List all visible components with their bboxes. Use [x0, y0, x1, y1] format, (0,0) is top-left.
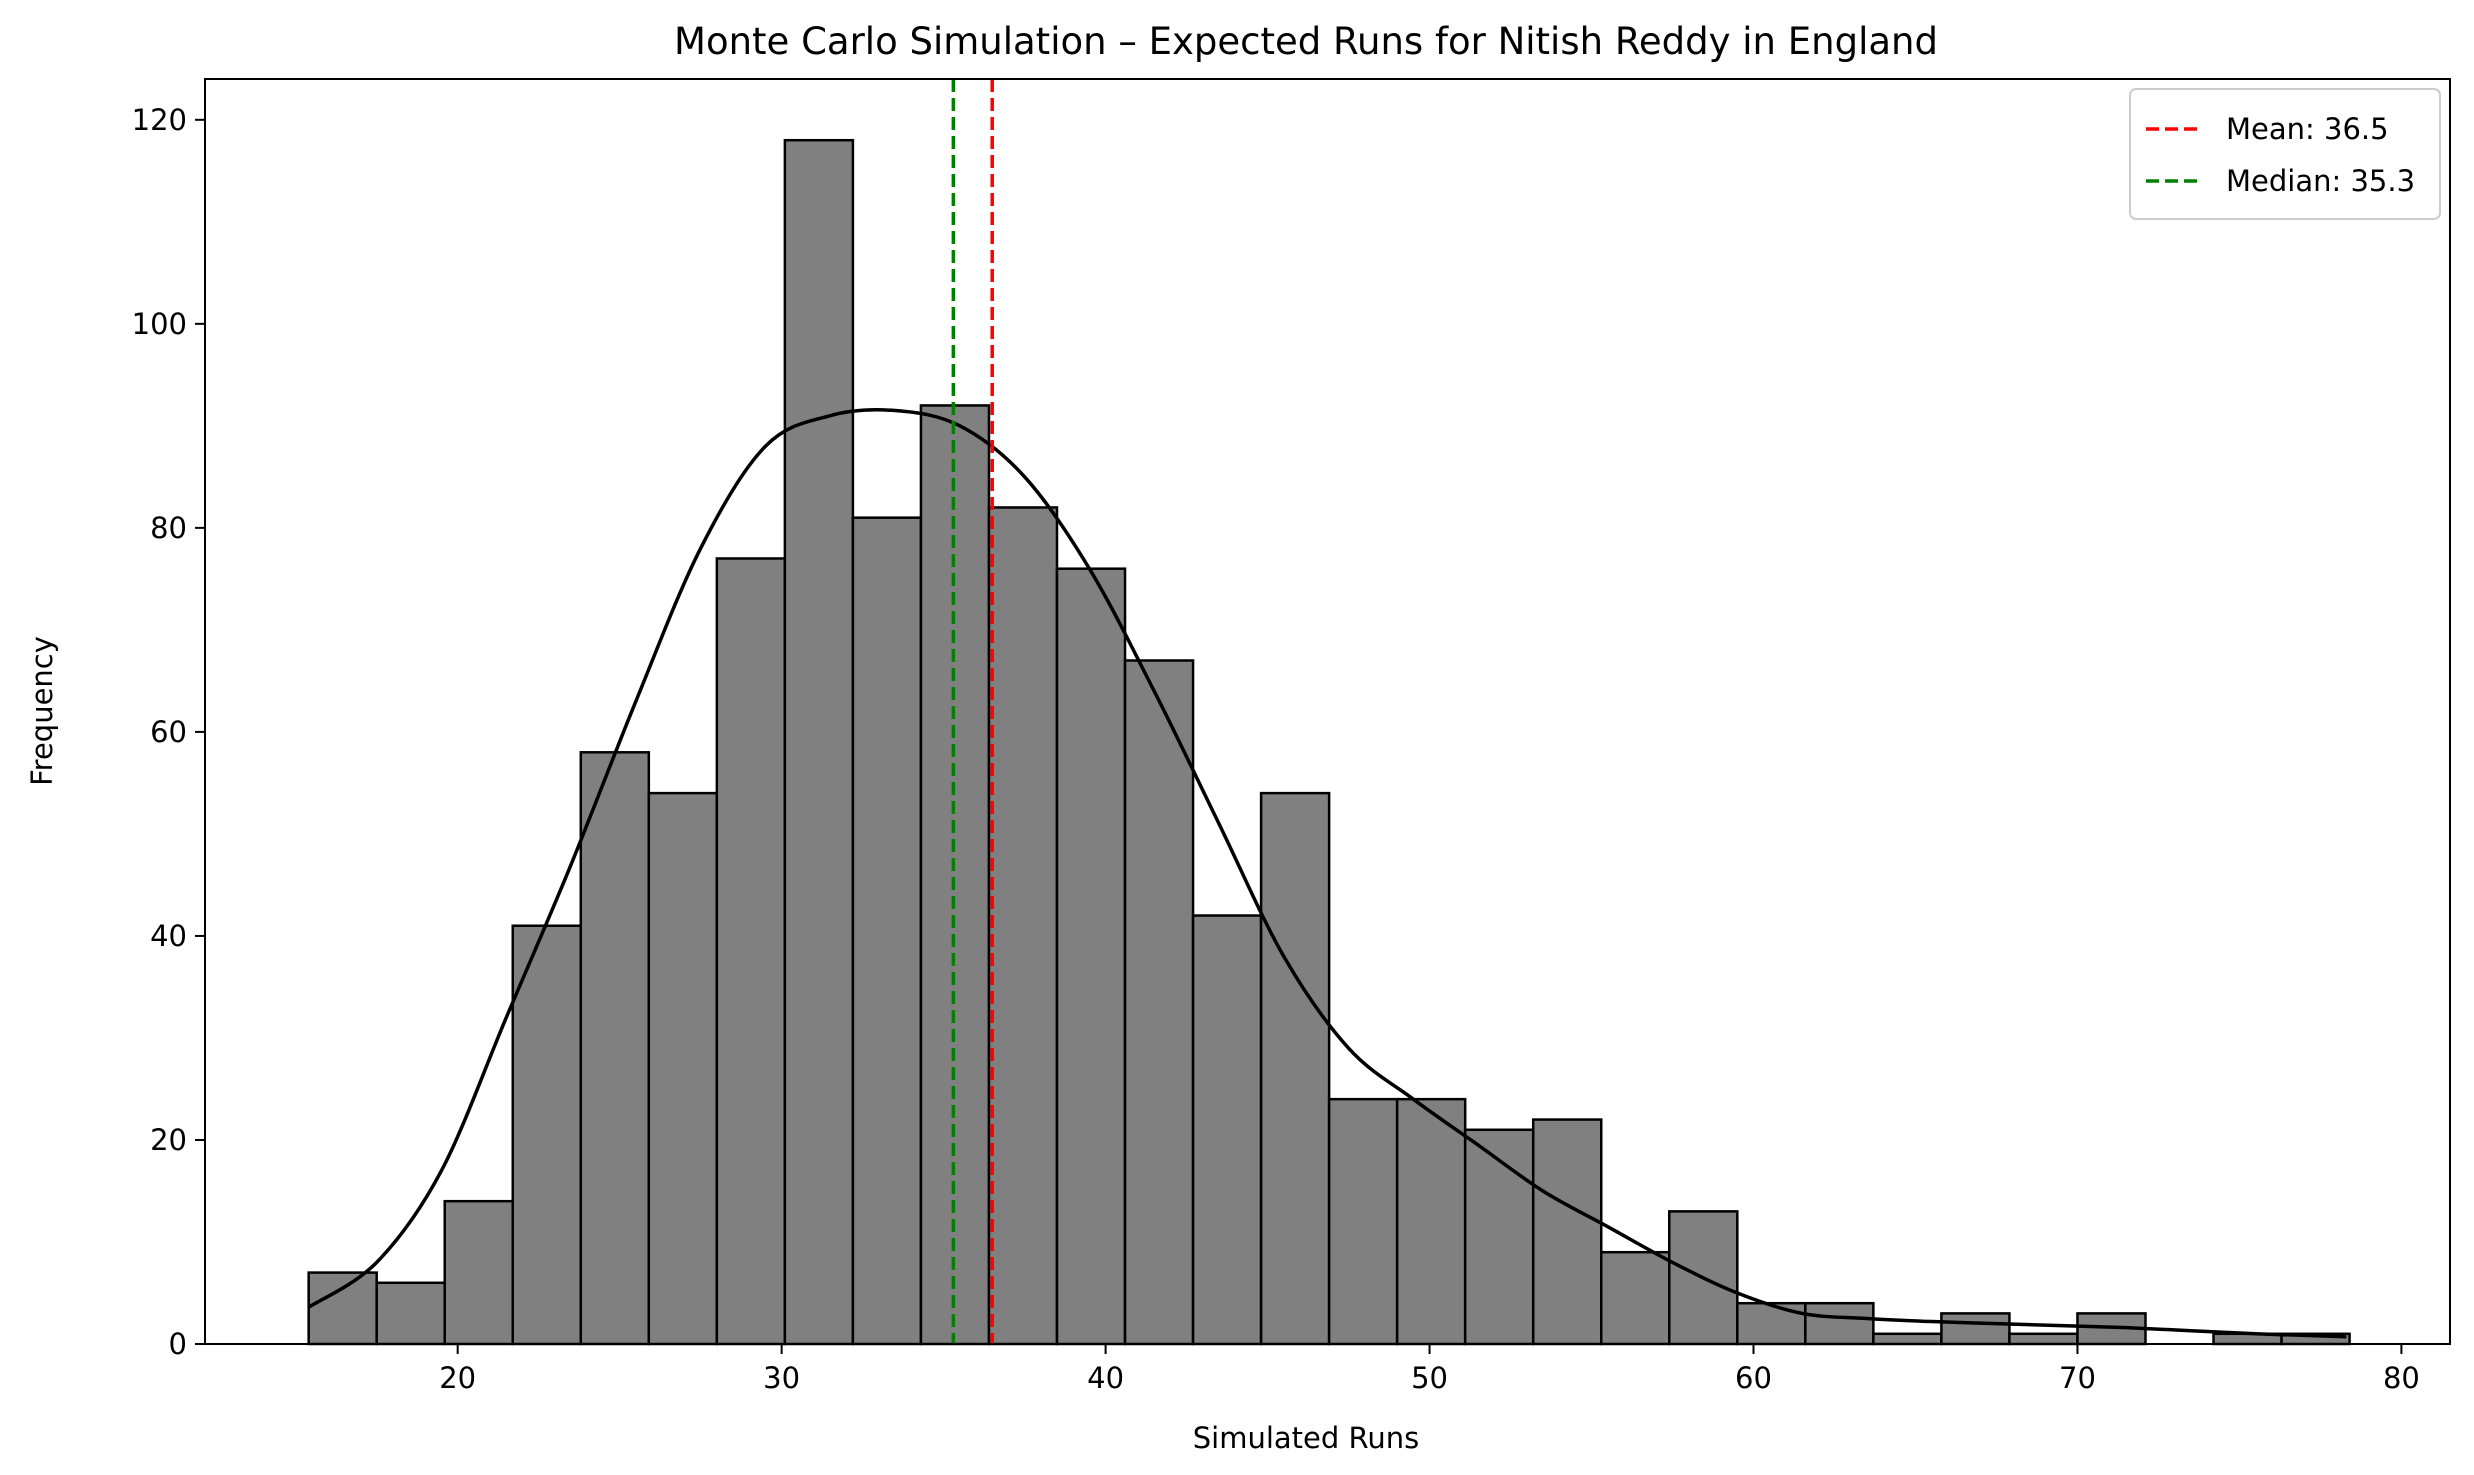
histogram-bar — [443, 1199, 515, 1346]
histogram-bar — [1599, 1250, 1671, 1346]
y-axis-label: Frequency — [25, 636, 59, 786]
y-axis: 0 20 40 60 80 100 120 — [132, 103, 205, 1361]
histogram-bar — [1191, 914, 1263, 1346]
histogram-bar — [579, 751, 651, 1346]
reference-lines — [951, 79, 994, 1344]
x-tick-label: 20 — [439, 1361, 476, 1395]
legend-box — [2129, 88, 2441, 220]
histogram-bar — [1123, 659, 1195, 1346]
legend-label: Mean: 36.5 — [2226, 112, 2389, 146]
x-tick-label: 30 — [763, 1361, 800, 1395]
histogram-bar — [1872, 1332, 1943, 1346]
plot-frame — [204, 78, 2451, 1345]
x-axis: 20 30 40 50 60 70 80 — [439, 1344, 2420, 1395]
y-tick-label: 100 — [132, 307, 187, 341]
y-tick-label: 40 — [150, 919, 187, 953]
y-tick-label: 20 — [150, 1123, 187, 1157]
histogram-bar — [715, 557, 787, 1346]
x-tick-label: 50 — [1411, 1361, 1448, 1395]
histogram-bar — [851, 516, 923, 1346]
histogram-bar — [783, 138, 855, 1346]
x-tick-label: 80 — [2383, 1361, 2420, 1395]
y-tick-label: 0 — [169, 1327, 187, 1361]
histogram-bar — [1055, 567, 1127, 1346]
histogram-bar — [375, 1281, 446, 1346]
histogram-bar — [1940, 1312, 2011, 1346]
y-tick-label: 80 — [150, 511, 187, 545]
histogram-bar — [1531, 1118, 1603, 1346]
histogram-bar — [1395, 1097, 1467, 1346]
histogram-bar — [307, 1271, 378, 1346]
kde-curve-group — [307, 408, 2347, 1339]
histogram-bar — [1804, 1301, 1875, 1346]
histogram-bar — [1463, 1128, 1535, 1346]
histogram-bar — [2008, 1332, 2079, 1346]
x-tick-label: 40 — [1087, 1361, 1124, 1395]
histogram-bar — [1259, 791, 1331, 1346]
histogram-bar — [647, 791, 719, 1346]
histogram-bar — [511, 924, 583, 1346]
legend: Mean: 36.5 Median: 35.3 — [2129, 88, 2441, 220]
histogram-bar — [1327, 1097, 1399, 1346]
chart-title: Monte Carlo Simulation – Expected Runs f… — [674, 20, 1938, 63]
histogram-bar — [1736, 1301, 1807, 1346]
x-tick-label: 60 — [1735, 1361, 1772, 1395]
kde-curve — [307, 408, 2347, 1339]
y-tick-label: 120 — [132, 103, 187, 137]
histogram-bars — [307, 138, 2351, 1346]
x-tick-label: 70 — [2059, 1361, 2096, 1395]
legend-label: Median: 35.3 — [2226, 164, 2415, 198]
x-axis-label: Simulated Runs — [1193, 1421, 1419, 1455]
y-tick-label: 60 — [150, 715, 187, 749]
histogram-bar — [987, 506, 1059, 1346]
